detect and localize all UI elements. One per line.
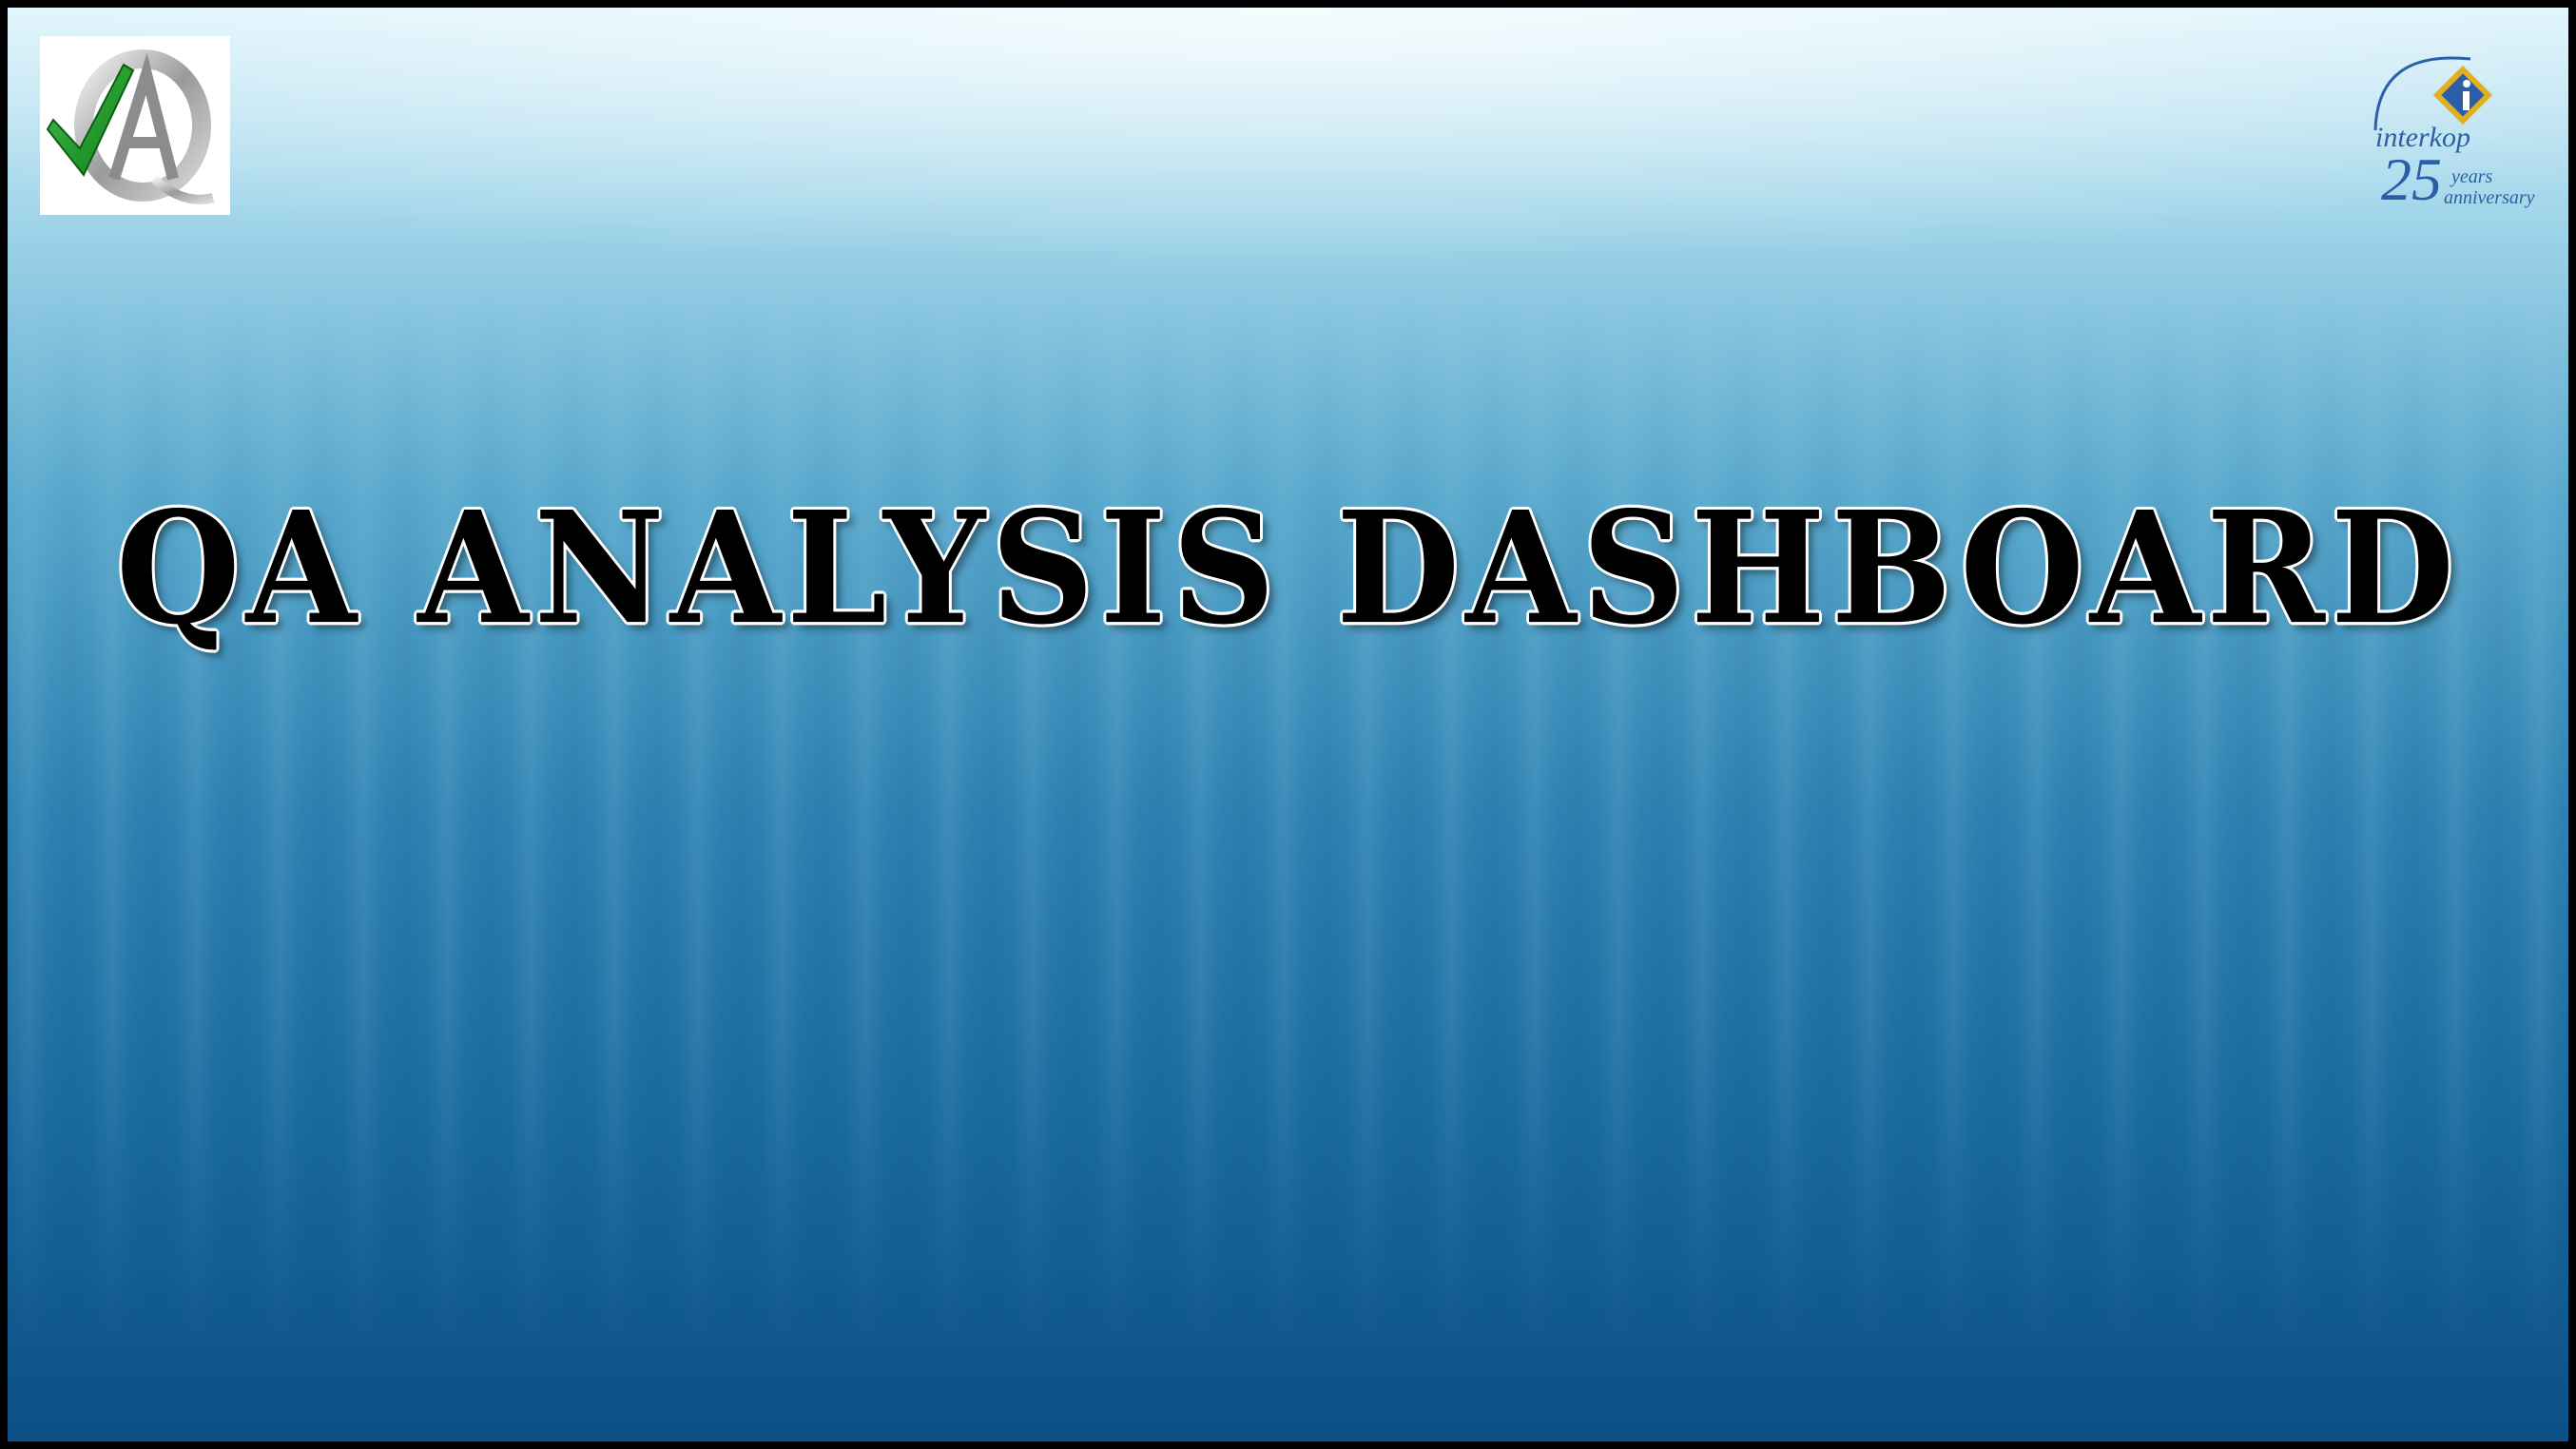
years-text: years [2450,166,2493,187]
anniversary-number: 25 [2381,145,2442,213]
interkoop-logo: interkop 25 years anniversary [2356,40,2556,230]
qa-logo [40,36,230,215]
background-stripes [8,8,2568,1441]
brand-text: interkop [2375,122,2470,153]
anniversary-text: anniversary [2444,187,2535,208]
slide-canvas: interkop 25 years anniversary QA ANALYSI… [8,8,2568,1441]
page-title: QA ANALYSIS DASHBOARD [116,477,2460,660]
interkoop-logo-icon: interkop 25 years anniversary [2373,56,2535,213]
qa-checkmark-logo-icon [46,49,215,204]
